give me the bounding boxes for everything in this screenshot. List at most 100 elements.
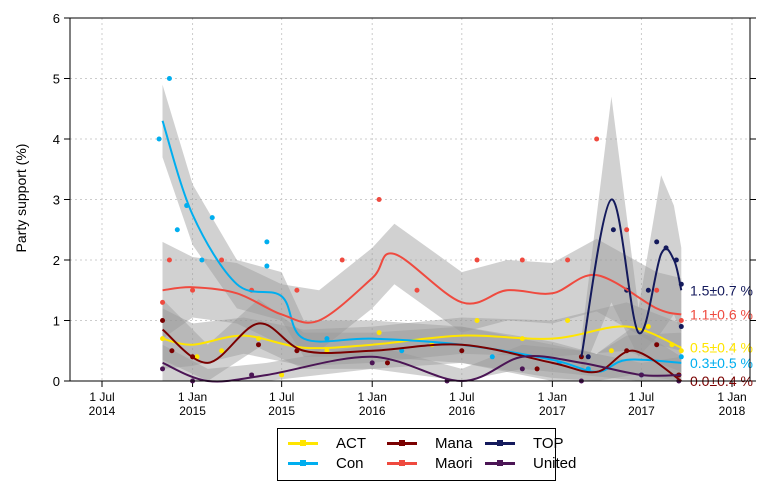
poll-point-con — [489, 354, 495, 360]
poll-point-mana — [160, 318, 166, 323]
x-tick-label: 2015 — [179, 404, 206, 418]
legend-label: United — [533, 454, 577, 472]
y-tick-label: 3 — [53, 193, 60, 208]
poll-point-act — [279, 372, 285, 378]
poll-point-act — [645, 324, 651, 330]
legend-label: Maori — [435, 454, 473, 472]
poll-point-con — [209, 215, 215, 221]
end-label-top: 1.5±0.7 % — [690, 282, 753, 298]
poll-point-mana — [169, 348, 175, 354]
poll-point-mana — [459, 348, 465, 354]
confidence-band-united — [162, 344, 682, 381]
y-tick-label: 4 — [53, 132, 60, 147]
x-tick-label: 2014 — [89, 404, 116, 418]
end-label-maori: 1.1±0.6 % — [690, 306, 753, 322]
poll-point-maori — [624, 227, 630, 233]
poll-point-united — [160, 366, 166, 372]
poll-point-maori — [190, 287, 196, 293]
x-tick-label: 2017 — [628, 404, 655, 418]
poll-point-con — [264, 239, 270, 245]
legend-item-act: ACT — [288, 433, 366, 453]
legend-swatch — [288, 439, 318, 446]
poll-point-con — [678, 354, 684, 360]
x-tick-label: 1 Jan — [178, 390, 207, 404]
legend-label: TOP — [533, 434, 564, 452]
y-tick-label: 0 — [53, 374, 60, 389]
poll-point-maori — [565, 257, 571, 263]
poll-point-act — [324, 348, 330, 354]
poll-point-top — [654, 239, 660, 245]
legend-swatch — [288, 459, 318, 466]
legend-swatch — [485, 439, 515, 446]
confidence-band-act — [162, 302, 682, 372]
poll-point-maori — [160, 299, 166, 305]
x-tick-label: 2018 — [719, 404, 746, 418]
poll-point-maori — [376, 197, 382, 202]
poll-point-top — [645, 287, 651, 293]
poll-point-maori — [654, 287, 660, 293]
poll-point-maori — [339, 257, 345, 263]
poll-point-maori — [594, 136, 600, 142]
poll-point-con — [264, 263, 270, 269]
poll-point-top — [585, 354, 591, 360]
poll-point-mana — [534, 366, 540, 372]
poll-point-maori — [474, 257, 480, 263]
y-tick-label: 6 — [53, 11, 60, 26]
poll-point-act — [376, 330, 382, 336]
poll-point-united — [519, 366, 525, 372]
trend-line-maori — [162, 252, 682, 324]
confidence-band-top — [581, 96, 682, 375]
poll-point-act — [678, 348, 684, 354]
legend-swatch — [387, 439, 417, 446]
poll-point-maori — [219, 257, 225, 263]
x-tick-label: 2016 — [359, 404, 386, 418]
trend-line-act — [162, 325, 682, 350]
y-axis-label: Party support (%) — [13, 143, 29, 253]
x-tick-label: 1 Jan — [358, 390, 387, 404]
x-tick-label: 1 Jul — [89, 390, 114, 404]
poll-point-con — [156, 136, 162, 142]
legend-label: Mana — [435, 434, 473, 452]
poll-point-act — [194, 354, 200, 360]
trend-line-mana — [161, 322, 682, 382]
x-tick-label: 2016 — [448, 404, 475, 418]
poll-point-united — [369, 360, 375, 366]
poll-point-con — [324, 336, 330, 342]
legend-label: ACT — [336, 434, 366, 452]
legend-swatch — [485, 459, 515, 466]
end-label-act: 0.5±0.4 % — [690, 340, 753, 356]
legend-item-maori: Maori — [387, 453, 473, 473]
poll-point-mana — [654, 342, 660, 348]
poll-point-maori — [294, 287, 300, 293]
x-tick-label: 2015 — [268, 404, 295, 418]
poll-point-maori — [414, 287, 420, 293]
x-tick-label: 2017 — [539, 404, 566, 418]
poll-point-act — [608, 348, 614, 354]
x-tick-label: 1 Jan — [538, 390, 567, 404]
poll-point-act — [565, 318, 571, 323]
legend-item-con: Con — [288, 453, 364, 473]
plot-frame — [69, 17, 751, 382]
legend-item-united: United — [485, 453, 576, 473]
y-tick-label: 5 — [53, 72, 60, 87]
poll-point-con — [399, 348, 405, 354]
poll-point-mana — [384, 360, 390, 366]
poll-point-maori — [519, 257, 525, 263]
poll-point-top — [610, 227, 616, 233]
poll-point-act — [219, 348, 225, 354]
x-tick-label: 1 Jul — [449, 390, 474, 404]
poll-point-con — [199, 257, 205, 263]
x-tick-label: 1 Jul — [629, 390, 654, 404]
poll-point-mana — [256, 342, 262, 348]
poll-point-maori — [678, 318, 684, 323]
confidence-band-con — [162, 84, 682, 381]
poll-point-act — [474, 318, 480, 323]
y-tick-label: 1 — [53, 314, 60, 329]
poll-point-maori — [166, 257, 172, 263]
poll-point-con — [174, 227, 180, 233]
legend: ACT Con Mana Maori TOP United — [277, 428, 576, 481]
legend-label: Con — [336, 454, 364, 472]
x-tick-label: 1 Jan — [717, 390, 746, 404]
